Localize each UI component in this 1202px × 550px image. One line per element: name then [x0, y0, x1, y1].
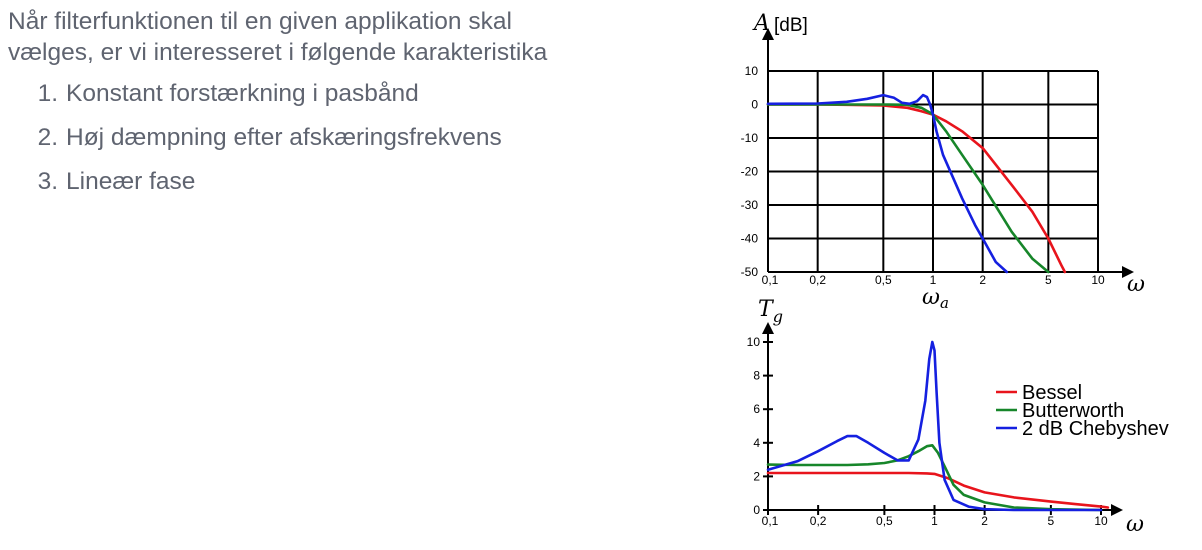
x-tick-label: 2 — [979, 273, 986, 287]
criteria-item: 1. Konstant forstærkning i pasbånd — [8, 72, 698, 116]
attenuation-chart: 10 0 -10 -20 -30 -40 -500,1 0,2 0,5 1 2 5 10 A [dB] ω ωa — [741, 11, 1145, 312]
legend-label: 2 dB Chebyshev — [1022, 418, 1169, 440]
legend-label: Bessel — [1022, 382, 1082, 404]
criteria-item: 2. Høj dæmpning efter afskæringsfrekvens — [8, 116, 698, 160]
y-tick-label: -30 — [741, 198, 759, 212]
y-tick-label: -40 — [741, 232, 759, 246]
criteria-text: Høj dæmpning efter afskæringsfrekvens — [66, 124, 502, 151]
criteria-list: 1. Konstant forstærkning i pasbånd 2. Høj … — [8, 72, 698, 204]
y-axis-arrow — [762, 322, 774, 334]
x-axis-arrow — [1111, 504, 1123, 516]
x-tick-label: 10 — [1091, 273, 1105, 287]
criteria-text: Lineær fase — [66, 168, 196, 195]
y-tick-label: 10 — [747, 335, 761, 349]
intro-text: Når filterfunktionen til en given applik… — [8, 6, 698, 68]
series-line-bessel — [766, 471, 1110, 509]
criteria-text: Konstant forstærkning i pasbånd — [66, 80, 419, 107]
intro-line-2: vælges, er vi interesseret i følgende ka… — [8, 39, 548, 66]
y-tick-label: 4 — [753, 436, 760, 450]
series-line-2-db-chebyshev — [766, 340, 1103, 512]
x-tick-label: 0,1 — [762, 273, 779, 287]
y-tick-label: 0 — [751, 98, 758, 112]
x-axis-arrow — [1122, 266, 1134, 278]
y-axis-title: A — [752, 11, 770, 36]
x-tick-label: 0,5 — [875, 273, 892, 287]
criteria-number: 2. — [37, 124, 58, 151]
y-tick-label: -50 — [741, 265, 759, 279]
x-tick-label: 0,1 — [762, 514, 779, 528]
y-axis-title: Tg — [758, 297, 783, 326]
criteria-item: 3. Lineær fase — [8, 160, 698, 204]
y-tick-label: -10 — [741, 131, 759, 145]
series-line-2-db-chebyshev — [766, 93, 1009, 274]
y-tick-label: 8 — [753, 369, 760, 383]
series-line-butterworth — [766, 444, 1103, 512]
criteria-number: 1. — [37, 80, 58, 107]
x-axis-title: ω — [1126, 512, 1144, 537]
legend-label: Butterworth — [1022, 400, 1124, 422]
y-tick-label: 10 — [745, 64, 759, 78]
series-line-bessel — [766, 103, 1067, 274]
x-tick-label: 2 — [981, 514, 988, 528]
slide-text-block: Når filterfunktionen til en given applik… — [8, 6, 698, 204]
x-axis-title: ω — [1127, 272, 1145, 297]
x-tick-label: 0,5 — [876, 514, 893, 528]
y-axis-unit: [dB] — [774, 15, 808, 36]
series-line-butterworth — [766, 103, 1050, 274]
criteria-number: 3. — [37, 168, 58, 195]
x-tick-label: 0,2 — [810, 514, 827, 528]
y-tick-label: 0 — [753, 503, 760, 517]
x-tick-label: 0,2 — [809, 273, 826, 287]
x-tick-label: 10 — [1094, 514, 1108, 528]
x-tick-label: 1 — [931, 514, 938, 528]
group-delay-chart: 10 8 6 4 2 00,1 0,2 0,5 1 2 5 10 Tg ω BesselButterwort… — [747, 297, 1169, 537]
x-tick-label: 5 — [1048, 514, 1055, 528]
x-tick-label: 1 — [930, 273, 937, 287]
y-tick-label: 6 — [753, 402, 760, 416]
x-marker-label: ωa — [922, 285, 949, 312]
y-tick-label: 2 — [753, 469, 760, 483]
intro-line-1: Når filterfunktionen til en given applik… — [8, 8, 512, 35]
y-tick-label: -20 — [741, 165, 759, 179]
x-tick-label: 5 — [1045, 273, 1052, 287]
y-axis-arrow — [762, 28, 774, 40]
